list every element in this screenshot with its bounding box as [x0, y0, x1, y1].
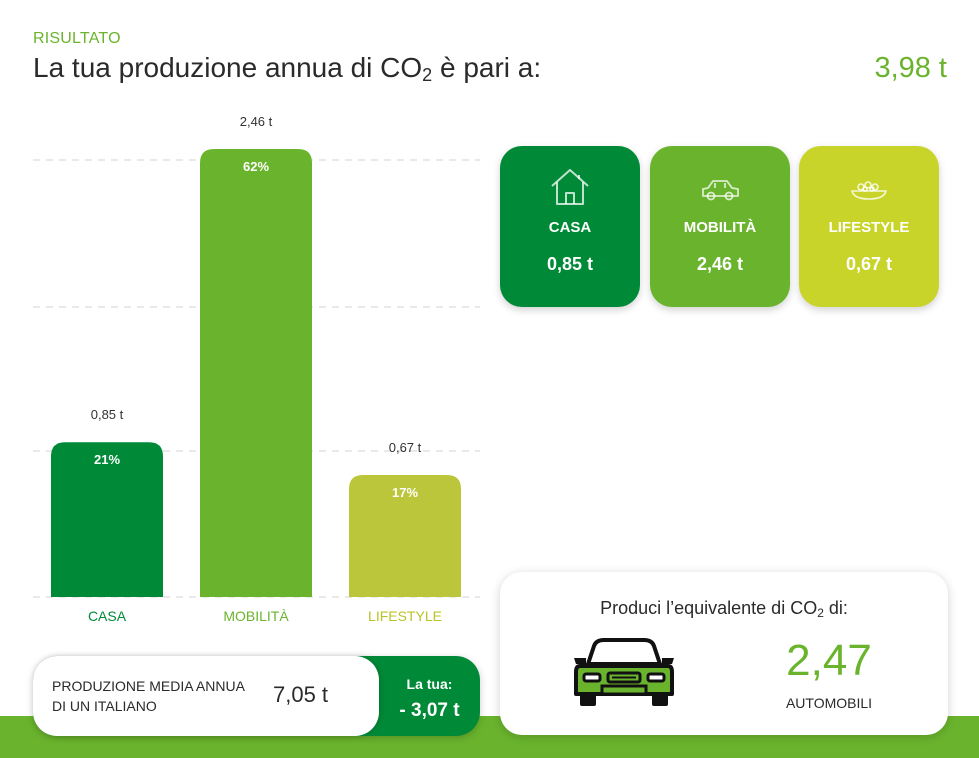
category-label: MOBILITÀ — [683, 219, 757, 236]
average-value: 7,05 t — [273, 682, 329, 707]
category-value: 2,46 t — [696, 254, 744, 274]
bar-value-label: 0,85 t — [91, 407, 124, 422]
bar-mobilità — [200, 149, 312, 597]
equivalent-unit: AUTOMOBILI — [785, 695, 873, 711]
category-card-lifestyle[interactable]: LIFESTYLE 0,67 t — [799, 146, 939, 307]
equivalent-title-suffix: di: — [823, 598, 848, 618]
category-value: 0,85 t — [546, 254, 594, 274]
category-tick-label: CASA — [88, 608, 127, 624]
bar-lifestyle — [349, 474, 461, 597]
average-panel: PRODUZIONE MEDIA ANNUA DI UN ITALIANO 7,… — [33, 656, 379, 736]
category-card-mobilita[interactable]: MOBILITÀ 2,46 t — [650, 146, 790, 307]
bar-percent-label: 17% — [392, 485, 418, 500]
bar-value-label: 2,46 t — [240, 114, 273, 129]
category-tick-label: MOBILITÀ — [223, 608, 289, 624]
title-prefix: La tua produzione annua di CO — [33, 52, 423, 83]
car-icon — [650, 166, 790, 208]
bar-casa — [51, 442, 163, 597]
category-card-casa[interactable]: CASA 0,85 t — [500, 146, 640, 307]
total-emissions: 3,98 t — [874, 52, 947, 84]
category-label: CASA — [548, 219, 592, 236]
bar-value-label: 0,67 t — [389, 440, 422, 455]
your-difference-value: - 3,07 t — [399, 700, 460, 721]
house-icon — [500, 166, 640, 208]
average-label: PRODUZIONE MEDIA ANNUA DI UN ITALIANO — [52, 678, 245, 714]
car-front-icon — [572, 636, 676, 715]
title-suffix: è pari a: — [432, 52, 542, 83]
equivalent-card: Produci l’equivalente di CO2 di: 2,47 AU… — [500, 572, 948, 735]
category-label: LIFESTYLE — [828, 219, 910, 236]
bar-percent-label: 21% — [94, 452, 120, 467]
emissions-bar-chart: 21% 0,85 t CASA 62% 2,46 t MOBILITÀ 17% 0,67 t L… — [33, 114, 480, 624]
title-subscript: 2 — [422, 65, 433, 85]
category-tick-label: LIFESTYLE — [368, 608, 442, 624]
category-value: 0,67 t — [845, 254, 893, 274]
equivalent-value: 2,47 — [786, 636, 872, 685]
equivalent-title-prefix: Produci l’equivalente di CO — [600, 598, 818, 618]
bar-percent-label: 62% — [243, 159, 269, 174]
result-kicker: RISULTATO — [33, 30, 121, 47]
your-difference-label: La tua: — [406, 676, 453, 692]
average-comparison-card: PRODUZIONE MEDIA ANNUA DI UN ITALIANO 7,… — [33, 656, 480, 736]
equivalent-title: Produci l’equivalente di CO2 di: — [500, 598, 948, 620]
food-bowl-icon — [799, 166, 939, 208]
equivalent-title-subscript: 2 — [817, 606, 824, 620]
page-title: La tua produzione annua di CO2 è pari a: — [33, 52, 541, 86]
